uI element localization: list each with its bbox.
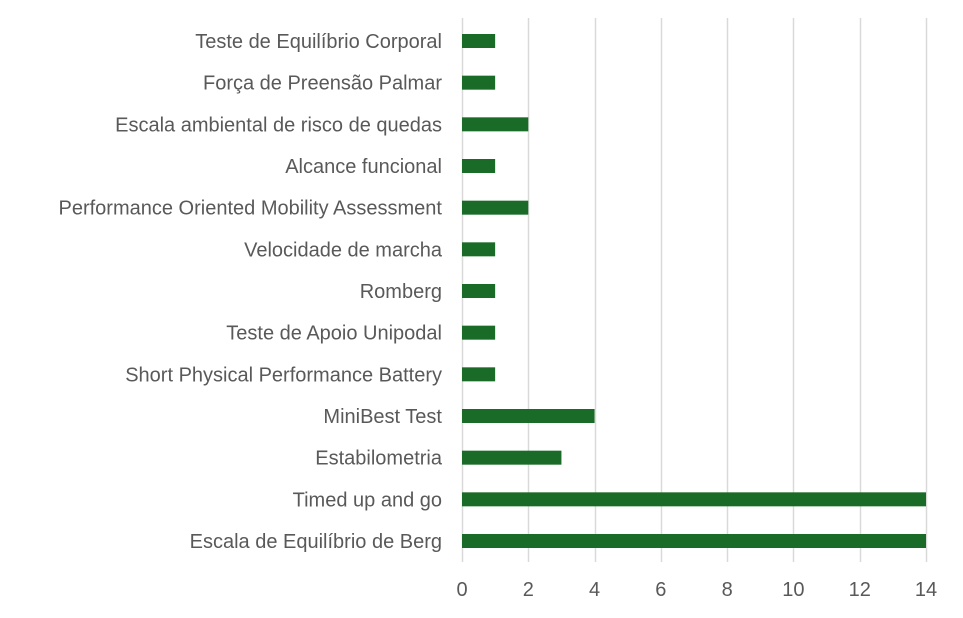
category-label: Alcance funcional bbox=[285, 156, 442, 178]
bar bbox=[462, 75, 496, 90]
category-label: Performance Oriented Mobility Assessment bbox=[59, 198, 443, 220]
category-label: Escala de Equilíbrio de Berg bbox=[190, 531, 442, 553]
bar bbox=[462, 325, 496, 340]
category-label: Romberg bbox=[360, 281, 442, 303]
bars bbox=[462, 34, 926, 548]
x-tick-label: 0 bbox=[456, 579, 467, 601]
x-tick-label: 6 bbox=[655, 579, 666, 601]
x-tick-label: 8 bbox=[722, 579, 733, 601]
category-label: Timed up and go bbox=[293, 489, 442, 511]
bar bbox=[462, 159, 496, 173]
bar bbox=[462, 409, 595, 423]
category-label: Estabilometria bbox=[315, 448, 443, 470]
x-tick-label: 2 bbox=[523, 579, 534, 601]
bar bbox=[462, 242, 496, 257]
x-tick-labels: 0 2 4 6 8 10 12 14 bbox=[456, 579, 937, 601]
category-label: Teste de Equilíbrio Corporal bbox=[195, 31, 442, 53]
x-tick-label: 12 bbox=[849, 579, 871, 601]
category-label: Velocidade de marcha bbox=[244, 239, 443, 261]
x-tick-label: 10 bbox=[782, 579, 804, 601]
category-label: Short Physical Performance Battery bbox=[125, 364, 442, 386]
category-label: Força de Preensão Palmar bbox=[203, 73, 442, 95]
bar bbox=[462, 117, 529, 132]
bar bbox=[462, 450, 562, 465]
bar bbox=[462, 284, 496, 298]
category-labels: Teste de Equilíbrio Corporal Força de Pre… bbox=[59, 31, 443, 553]
category-label: Teste de Apoio Unipodal bbox=[226, 323, 442, 345]
bar bbox=[462, 367, 496, 382]
gridlines bbox=[461, 18, 928, 562]
bar bbox=[462, 200, 529, 215]
bar bbox=[462, 492, 926, 507]
bar bbox=[462, 34, 496, 48]
x-tick-label: 4 bbox=[589, 579, 600, 601]
category-label: Escala ambiental de risco de quedas bbox=[115, 114, 442, 136]
x-tick-label: 14 bbox=[915, 579, 937, 601]
bar bbox=[462, 534, 926, 548]
category-label: MiniBest Test bbox=[323, 406, 442, 428]
